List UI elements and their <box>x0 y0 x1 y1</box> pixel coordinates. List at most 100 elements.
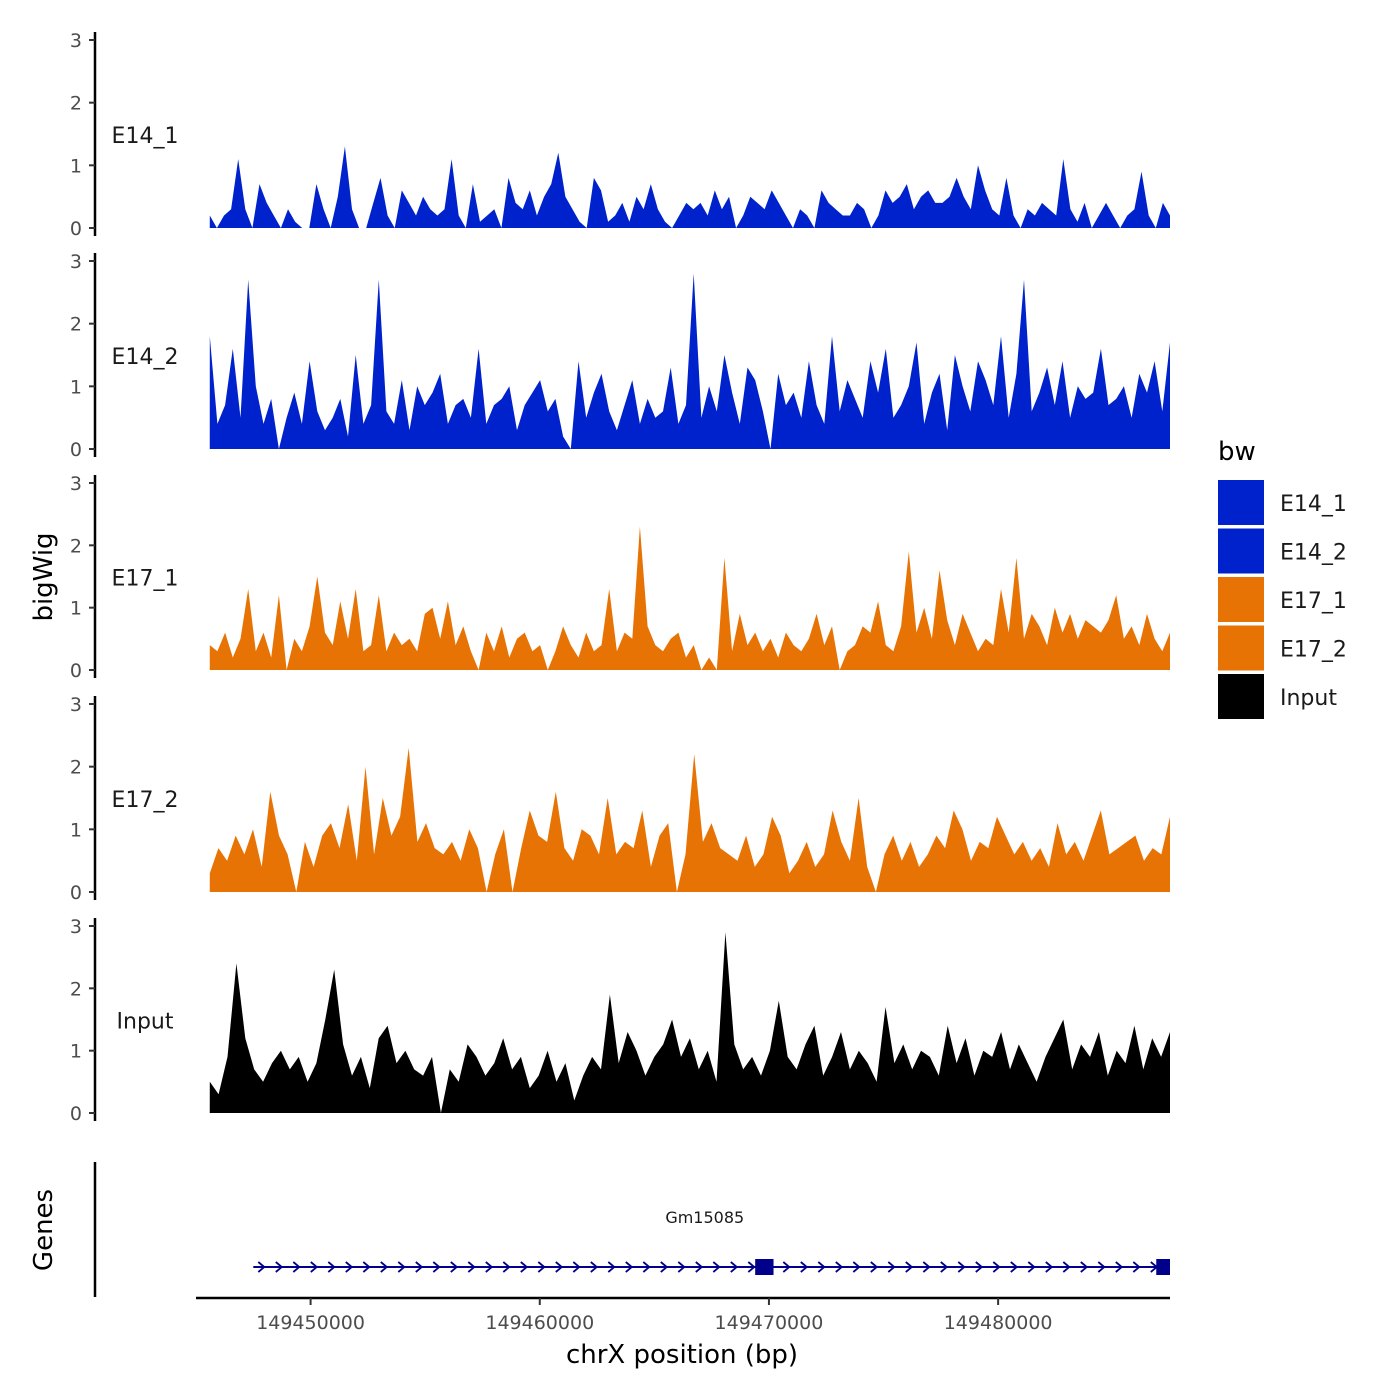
track-Input: 0 1 2 3 Input <box>70 916 1170 1125</box>
legend: bw E14_1 E14_2 E17_1 E17_2 Input <box>1218 437 1347 719</box>
strand-arrow <box>450 1261 459 1273</box>
strand-arrow <box>835 1261 844 1273</box>
strand-arrow <box>432 1261 441 1273</box>
x-tick-label: 149480000 <box>944 1312 1053 1334</box>
strand-arrow <box>800 1261 809 1273</box>
strand-arrow <box>1010 1261 1019 1273</box>
strand-arrow <box>782 1261 791 1273</box>
gene-label: Gm15085 <box>665 1208 744 1227</box>
strand-arrow <box>397 1261 406 1273</box>
strand-arrow <box>1027 1261 1036 1273</box>
area-E17_2 <box>209 747 1170 892</box>
strand-arrow <box>607 1261 616 1273</box>
y-tick-label: 0 <box>70 1103 82 1125</box>
strand-arrow <box>572 1261 581 1273</box>
legend-swatch-E17_2 <box>1218 625 1264 671</box>
strand-arrow <box>467 1261 476 1273</box>
bigwig-tracks: 0 1 2 3 E14_1 0 1 2 3 E14_2 0 1 2 3 E17_1 0 1 2 3 E17_2 0 1 2 3… <box>70 30 1170 1125</box>
track-label: E14_2 <box>112 345 179 370</box>
strand-arrow <box>537 1261 546 1273</box>
strand-arrow <box>380 1261 389 1273</box>
legend-swatch-E14_2 <box>1218 528 1264 574</box>
x-tick-label: 149470000 <box>715 1312 824 1334</box>
y-tick-label: 3 <box>70 251 82 273</box>
strand-arrow <box>1132 1261 1141 1273</box>
strand-arrow <box>695 1261 704 1273</box>
legend-label: Input <box>1280 686 1337 711</box>
y-tick-label: 2 <box>70 93 82 115</box>
strand-arrow <box>502 1261 511 1273</box>
legend-swatch-E14_1 <box>1218 480 1264 525</box>
legend-label: E14_1 <box>1280 492 1347 517</box>
strand-arrow <box>887 1261 896 1273</box>
y-tick-label: 1 <box>70 598 82 620</box>
area-E14_2 <box>209 273 1170 449</box>
strand-arrow <box>520 1261 529 1273</box>
legend-swatch-Input <box>1218 674 1264 719</box>
y-tick-label: 1 <box>70 155 82 177</box>
strand-arrow <box>852 1261 861 1273</box>
area-Input <box>209 932 1170 1113</box>
strand-arrow <box>555 1261 564 1273</box>
strand-arrow <box>310 1261 319 1273</box>
strand-arrow <box>975 1261 984 1273</box>
strand-arrow <box>485 1261 494 1273</box>
strand-arrow <box>327 1261 336 1273</box>
area-E14_1 <box>209 146 1170 228</box>
strand-arrow <box>677 1261 686 1273</box>
strand-arrow <box>747 1261 756 1273</box>
track-E17_2: 0 1 2 3 E17_2 <box>70 694 1170 904</box>
genes-axis-title: Genes <box>29 1189 59 1271</box>
strand-arrow <box>292 1261 301 1273</box>
strand-arrow <box>922 1261 931 1273</box>
track-label: E17_1 <box>112 567 179 592</box>
strand-arrow <box>415 1261 424 1273</box>
strand-arrow <box>625 1261 634 1273</box>
legend-label: E14_2 <box>1280 541 1347 566</box>
strand-arrow <box>590 1261 599 1273</box>
track-E17_1: 0 1 2 3 E17_1 <box>70 473 1170 682</box>
y-tick-label: 3 <box>70 694 82 716</box>
y-tick-label: 0 <box>70 660 82 682</box>
track-E14_2: 0 1 2 3 E14_2 <box>70 251 1170 461</box>
exon <box>755 1259 774 1275</box>
strand-arrow <box>1062 1261 1071 1273</box>
strand-arrow <box>712 1261 721 1273</box>
x-axis: 149450000 149460000 149470000 149480000 <box>196 1296 1170 1334</box>
strand-arrow <box>660 1261 669 1273</box>
legend-label: E17_2 <box>1280 638 1347 663</box>
strand-arrow <box>1045 1261 1054 1273</box>
strand-arrow <box>1080 1261 1089 1273</box>
y-tick-label: 1 <box>70 376 82 398</box>
strand-arrow <box>957 1261 966 1273</box>
x-tick-label: 149460000 <box>485 1312 594 1334</box>
strand-arrow <box>992 1261 1001 1273</box>
y-tick-label: 3 <box>70 473 82 495</box>
y-tick-label: 3 <box>70 916 82 938</box>
strand-arrow <box>730 1261 739 1273</box>
strand-arrow <box>362 1261 371 1273</box>
strand-arrow <box>870 1261 879 1273</box>
strand-arrow <box>642 1261 651 1273</box>
strand-arrow <box>1097 1261 1106 1273</box>
y-tick-label: 2 <box>70 535 82 557</box>
y-tick-label: 2 <box>70 314 82 336</box>
legend-swatch-E17_1 <box>1218 577 1264 622</box>
strand-arrow <box>817 1261 826 1273</box>
y-tick-label: 0 <box>70 882 82 904</box>
track-E14_1: 0 1 2 3 E14_1 <box>70 30 1170 240</box>
strand-arrow <box>345 1261 354 1273</box>
x-tick-label: 149450000 <box>256 1312 365 1334</box>
legend-label: E17_1 <box>1280 589 1347 614</box>
strand-arrow <box>940 1261 949 1273</box>
strand-arrow <box>257 1261 266 1273</box>
y-tick-label: 2 <box>70 757 82 779</box>
y-tick-label: 1 <box>70 1041 82 1063</box>
track-label: E14_1 <box>112 124 179 149</box>
track-label: Input <box>117 1010 174 1035</box>
track-label: E17_2 <box>112 788 179 813</box>
y-tick-label: 2 <box>70 978 82 1000</box>
strand-arrow <box>275 1261 284 1273</box>
area-E17_1 <box>209 526 1170 670</box>
